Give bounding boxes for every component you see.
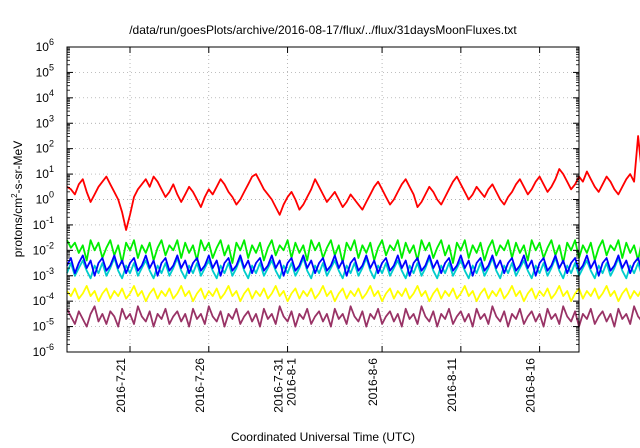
y-tick-label: 103: [36, 113, 54, 130]
x-tick-label: 2016-7-31: [272, 358, 286, 413]
ticks: [67, 46, 579, 353]
y-tick-label: 100: [36, 190, 54, 207]
y-tick-label: 10-5: [33, 317, 54, 334]
x-tick-label: 2016-7-26: [193, 358, 207, 413]
series-line: [66, 257, 640, 280]
y-tick-label: 10-4: [33, 291, 54, 308]
series-line: [66, 305, 640, 328]
y-tick-label: 105: [36, 62, 54, 79]
grid: [67, 47, 579, 352]
y-tick-label: 10-2: [33, 240, 54, 257]
x-axis-label: Coordinated Universal Time (UTC): [231, 430, 415, 444]
y-tick-label: 102: [36, 139, 54, 156]
series-line: [66, 284, 640, 303]
series-line: [66, 239, 640, 264]
x-tick-label: 2016-8-1: [285, 358, 299, 406]
y-tick-labels: 10-6 10-5 10-4 10-3 10-2 10-1 100 101 102 103 104 1…: [33, 37, 54, 359]
y-tick-label: 10-3: [33, 266, 54, 283]
series-line: [66, 254, 640, 277]
x-tick-label: 2016-7-21: [114, 358, 128, 413]
x-tick-label: 2016-8-16: [524, 358, 538, 413]
x-tick-labels: 2016-7-21 2016-7-26 2016-7-31 2016-8-1 2016-…: [114, 358, 538, 413]
series-group: [66, 135, 640, 328]
x-tick-label: 2016-8-11: [445, 358, 459, 412]
y-tick-label: 10-1: [33, 215, 54, 232]
series-line: [66, 135, 640, 231]
y-tick-label: 106: [36, 37, 54, 54]
y-tick-label: 10-6: [33, 342, 54, 359]
x-tick-label: 2016-8-6: [366, 358, 380, 406]
y-tick-label: 101: [36, 164, 54, 181]
y-axis-label: protons/cm2-s-sr-MeV: [10, 141, 25, 257]
chart-title: /data/run/goesPlots/archive/2016-08-17/f…: [129, 23, 517, 37]
y-tick-label: 104: [36, 88, 54, 105]
